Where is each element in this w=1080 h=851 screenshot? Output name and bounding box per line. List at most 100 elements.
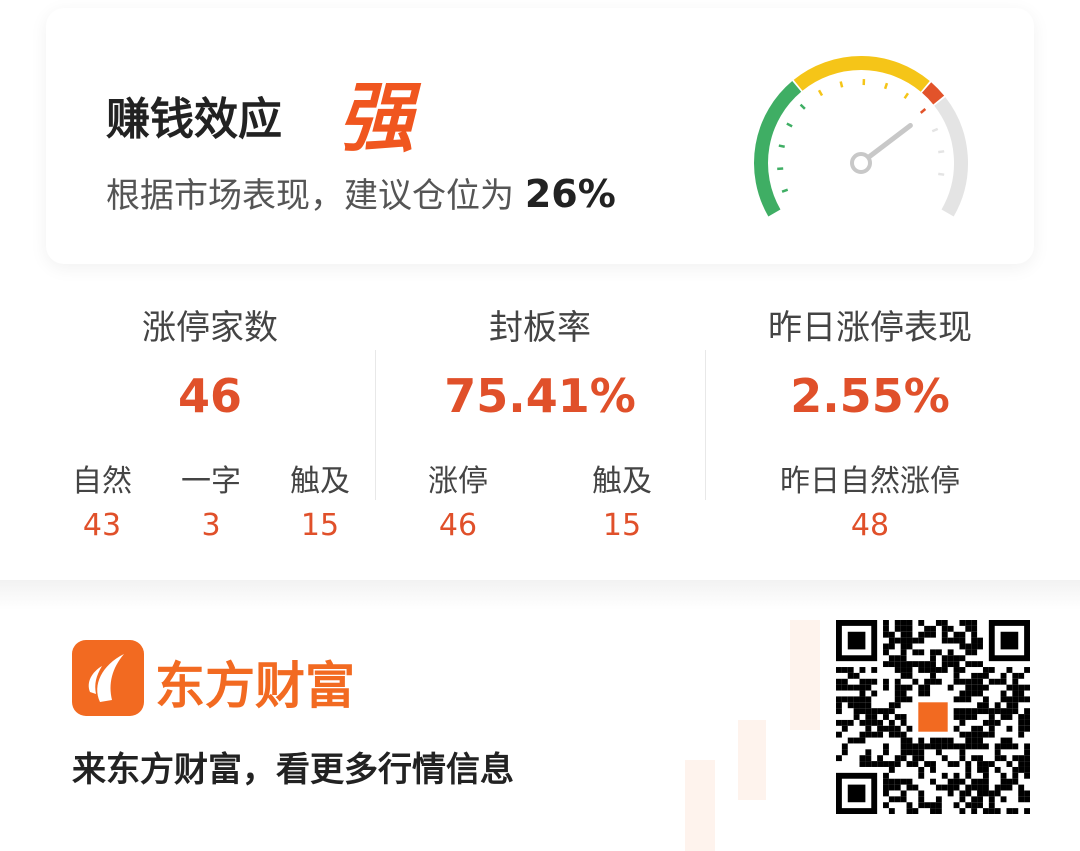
qr-module [924,667,931,673]
qr-module [959,731,966,738]
qr-module [965,625,972,632]
qr-module [971,796,978,803]
qr-module [935,737,942,744]
gauge-tick [781,188,789,193]
qr-module [930,678,936,685]
qr-module [906,761,913,767]
qr-module [865,696,872,703]
qr-module [865,761,872,767]
qr-module [947,778,954,785]
qr-module [1024,766,1030,773]
qr-module [841,749,848,756]
qr-module [947,637,954,644]
qr-module [982,743,989,750]
qr-module [836,678,842,685]
qr-module [930,761,936,767]
qr-module [965,784,972,791]
qr-module [1024,714,1030,720]
qr-module [953,667,960,673]
qr-module [941,743,948,750]
gauge-tick [817,89,824,97]
qr-module [894,714,901,720]
sub-label: 自然 [72,464,132,499]
qr-module [988,761,995,767]
qr-module [888,719,895,726]
qr-module [894,702,901,709]
qr-module [930,667,936,673]
qr-module [941,772,948,779]
qr-module [953,678,960,685]
qr-module [988,725,995,732]
qr-module [877,725,884,732]
qr-module [1000,737,1007,744]
qr-module [859,761,866,767]
qr-module [924,743,931,750]
qr-module [959,743,966,750]
qr-module [924,802,931,809]
qr-module [965,714,972,720]
qr-module [900,655,907,662]
qr-module [953,778,960,785]
qr-module [1018,696,1025,703]
qr-module [1012,743,1019,750]
qr-module [977,784,983,791]
qr-module [982,696,989,703]
qr-module [988,796,995,803]
qr-module [894,696,901,703]
qr-module [865,731,872,738]
qr-module [888,778,895,785]
qr-module [1018,684,1025,691]
qr-module [906,643,913,650]
qr-module [965,731,972,738]
qr-module [859,696,866,703]
qr-module [982,684,989,691]
qr-code[interactable] [836,620,1030,814]
qr-module [1006,743,1013,750]
qr-module [883,678,889,685]
qr-module [836,731,842,738]
qr-module [906,620,913,626]
qr-module [977,731,983,738]
qr-module [906,802,913,809]
qr-module [1018,672,1025,679]
qr-module [883,625,889,632]
qr-module [947,625,954,632]
qr-module [982,784,989,791]
qr-module [853,702,860,709]
qr-module [977,755,983,762]
qr-module [1024,719,1030,726]
qr-module [1018,725,1025,732]
qr-module [859,708,866,715]
qr-module [941,631,948,638]
qr-module [900,737,907,744]
qr-module [894,690,901,697]
qr-module [912,761,919,767]
qr-module [947,784,954,791]
qr-module [888,702,895,709]
qr-module [865,702,872,709]
qr-module [912,678,919,685]
qr-module [859,755,866,762]
qr-module [859,702,866,709]
qr-module [865,678,872,685]
qr-module [965,643,972,650]
qr-module [924,631,931,638]
qr-module [894,755,901,762]
qr-module [1024,755,1030,762]
qr-module [977,802,983,809]
qr-module [836,719,842,726]
qr-module [953,708,960,715]
qr-module [965,684,972,691]
qr-module [900,672,907,679]
qr-module [959,690,966,697]
qr-module [900,667,907,673]
qr-module [994,784,1001,791]
qr-module [1012,678,1019,685]
qr-module [965,696,972,703]
qr-module [947,649,954,656]
qr-module [971,743,978,750]
qr-module [888,725,895,732]
qr-module [953,802,960,809]
qr-module [918,772,925,779]
qr-module [859,667,866,673]
